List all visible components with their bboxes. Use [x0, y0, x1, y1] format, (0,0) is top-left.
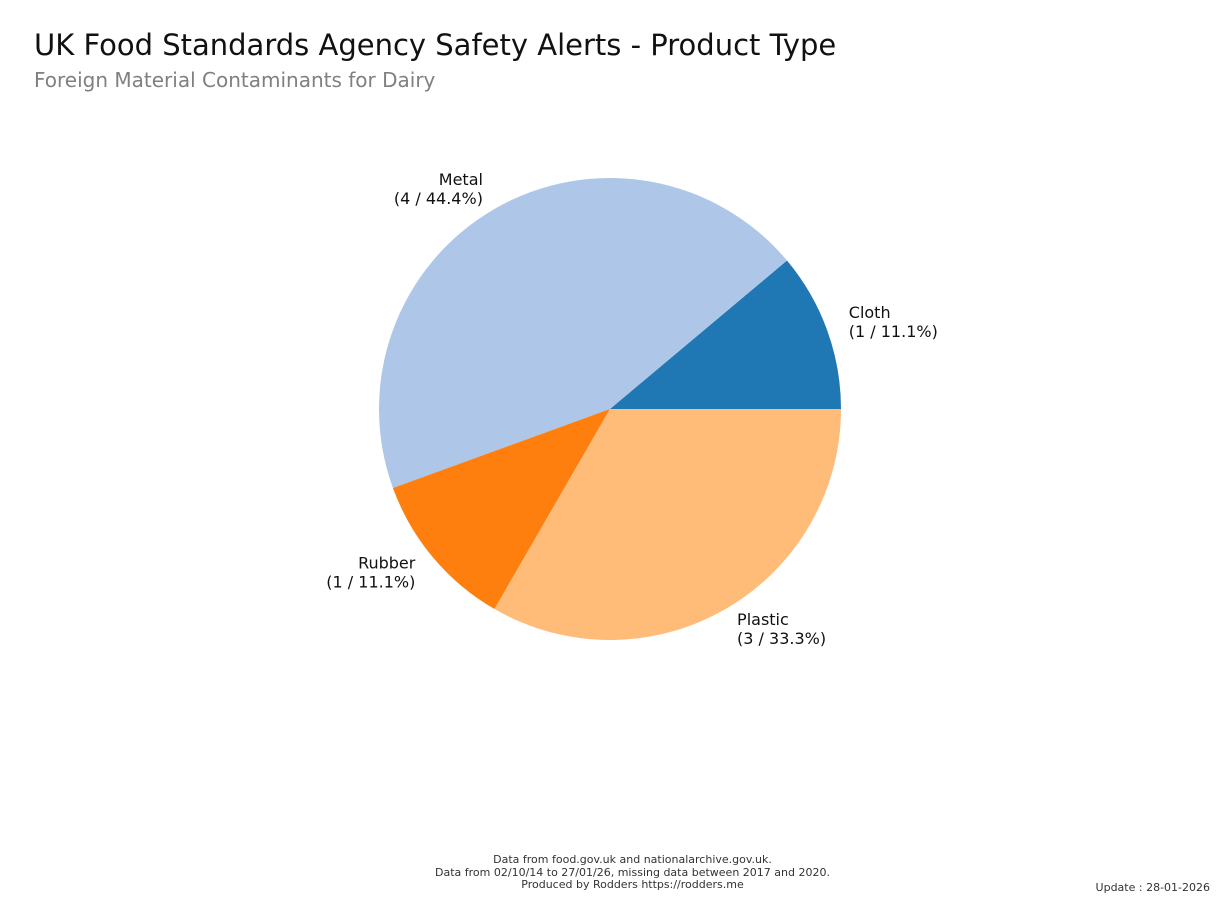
chart-subtitle: Foreign Material Contaminants for Dairy [34, 68, 436, 92]
footer-line-1: Data from food.gov.uk and nationalarchiv… [493, 853, 772, 866]
source-footer: Data from food.gov.uk and nationalarchiv… [0, 853, 1220, 892]
slice-value: (1 / 11.1%) [326, 572, 415, 591]
footer-line-3: Produced by Rodders https://rodders.me [521, 878, 744, 891]
pie-slice-metal [378, 178, 787, 489]
slice-value: (4 / 44.4%) [394, 189, 483, 208]
footer-line-2: Data from 02/10/14 to 27/01/26, missing … [435, 865, 830, 879]
pie-slice-cloth [610, 260, 841, 409]
pie-slice-rubber [392, 409, 610, 610]
slice-label-metal: Metal (4 / 44.4%) [394, 170, 483, 208]
slice-name: Cloth [849, 303, 891, 322]
slice-label-rubber: Rubber (1 / 11.1%) [326, 553, 415, 591]
slice-name: Metal [439, 170, 483, 189]
chart-title: UK Food Standards Agency Safety Alerts -… [34, 28, 837, 62]
update-date: Update : 28-01-2026 [1095, 881, 1210, 894]
slice-name: Rubber [358, 553, 416, 572]
slice-label-plastic: Plastic (3 / 33.3%) [737, 610, 826, 648]
pie-slice-plastic [494, 409, 841, 641]
slice-value: (3 / 33.3%) [737, 629, 826, 648]
slice-value: (1 / 11.1%) [849, 322, 938, 341]
slice-name: Plastic [737, 610, 789, 629]
slice-label-cloth: Cloth (1 / 11.1%) [849, 303, 938, 341]
